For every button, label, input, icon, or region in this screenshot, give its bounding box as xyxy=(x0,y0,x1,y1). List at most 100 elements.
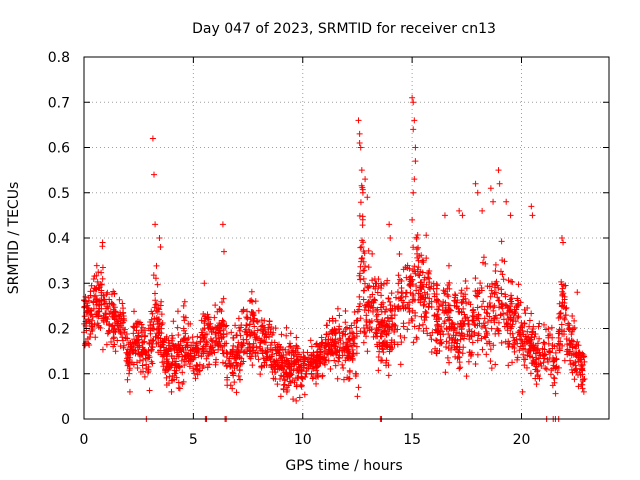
data-point xyxy=(370,298,377,305)
data-point xyxy=(569,369,576,376)
data-point xyxy=(219,299,226,306)
data-point xyxy=(528,360,535,367)
data-point xyxy=(263,349,270,356)
data-point xyxy=(308,343,315,350)
data-point xyxy=(298,368,305,375)
data-point xyxy=(159,359,166,366)
data-point xyxy=(212,330,219,337)
data-point xyxy=(99,315,106,322)
data-point xyxy=(134,320,141,327)
data-point xyxy=(502,338,509,345)
data-point xyxy=(569,343,576,350)
data-point xyxy=(419,283,426,290)
data-point xyxy=(422,310,429,317)
data-point xyxy=(513,306,520,313)
data-point xyxy=(545,340,552,347)
data-point xyxy=(520,351,527,358)
data-point xyxy=(181,298,188,305)
data-point xyxy=(517,299,524,306)
data-point xyxy=(273,357,280,364)
data-point xyxy=(332,362,339,369)
data-point xyxy=(508,298,515,305)
data-point xyxy=(180,302,187,309)
data-point xyxy=(227,349,234,356)
data-point xyxy=(565,326,572,333)
data-point xyxy=(149,343,156,350)
data-point xyxy=(365,264,372,271)
data-point xyxy=(572,366,579,373)
data-point xyxy=(381,317,388,324)
data-point xyxy=(385,330,392,337)
data-point xyxy=(510,312,517,319)
data-point xyxy=(409,276,416,283)
data-point xyxy=(172,360,179,367)
data-point xyxy=(250,343,257,350)
data-point xyxy=(192,346,199,353)
data-point xyxy=(538,362,545,369)
data-point xyxy=(252,336,259,343)
data-point xyxy=(388,337,395,344)
grid-layer xyxy=(84,57,609,419)
data-point xyxy=(439,302,446,309)
data-point xyxy=(483,328,490,335)
data-point xyxy=(198,353,205,360)
data-point xyxy=(500,276,507,283)
data-point xyxy=(452,294,459,301)
data-point xyxy=(115,312,122,319)
data-point xyxy=(457,364,464,371)
data-point xyxy=(474,293,481,300)
data-point xyxy=(330,341,337,348)
data-point xyxy=(290,396,297,403)
data-point xyxy=(410,126,417,133)
data-point xyxy=(206,345,213,352)
data-point xyxy=(270,358,277,365)
data-point xyxy=(516,347,523,354)
data-point xyxy=(532,375,539,382)
data-point xyxy=(286,378,293,385)
data-point xyxy=(580,354,587,361)
data-point xyxy=(428,298,435,305)
data-point xyxy=(533,361,540,368)
data-point xyxy=(571,376,578,383)
data-point xyxy=(201,334,208,341)
data-point xyxy=(197,339,204,346)
data-point xyxy=(364,348,371,355)
data-point xyxy=(163,374,170,381)
data-point xyxy=(314,357,321,364)
data-point xyxy=(120,315,127,322)
data-point xyxy=(152,221,159,228)
data-point xyxy=(236,324,243,331)
data-point xyxy=(202,315,209,322)
data-point xyxy=(293,375,300,382)
data-point xyxy=(483,351,490,358)
data-point xyxy=(460,320,467,327)
data-point xyxy=(495,285,502,292)
data-point xyxy=(95,313,102,320)
data-point xyxy=(423,325,430,332)
data-point xyxy=(575,383,582,390)
data-point xyxy=(257,371,264,378)
data-point xyxy=(268,323,275,330)
data-point xyxy=(283,332,290,339)
data-point xyxy=(389,325,396,332)
data-point xyxy=(345,375,352,382)
data-point xyxy=(163,381,170,388)
data-point xyxy=(278,331,285,338)
data-point xyxy=(458,308,465,315)
data-point xyxy=(140,346,147,353)
data-point xyxy=(240,349,247,356)
data-point xyxy=(492,361,499,368)
data-point xyxy=(474,189,481,196)
data-point xyxy=(448,335,455,342)
data-point xyxy=(386,318,393,325)
data-point xyxy=(278,353,285,360)
data-point xyxy=(456,207,463,214)
data-point xyxy=(358,243,365,250)
data-point xyxy=(206,361,213,368)
data-point xyxy=(448,342,455,349)
data-point xyxy=(157,343,164,350)
data-point xyxy=(313,367,320,374)
data-point xyxy=(516,327,523,334)
data-point xyxy=(387,346,394,353)
data-point xyxy=(308,352,315,359)
